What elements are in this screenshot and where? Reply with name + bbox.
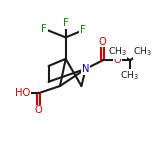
Text: CH$_3$: CH$_3$ (133, 45, 152, 58)
Text: N: N (82, 64, 89, 74)
Text: O: O (35, 105, 42, 115)
Text: F: F (80, 25, 86, 35)
Text: O: O (113, 55, 121, 65)
Text: F: F (63, 18, 69, 28)
Text: CH$_3$: CH$_3$ (108, 45, 127, 58)
Text: CH$_3$: CH$_3$ (120, 70, 140, 82)
Text: F: F (41, 24, 47, 34)
Text: HO: HO (15, 88, 31, 98)
Text: O: O (99, 37, 107, 47)
